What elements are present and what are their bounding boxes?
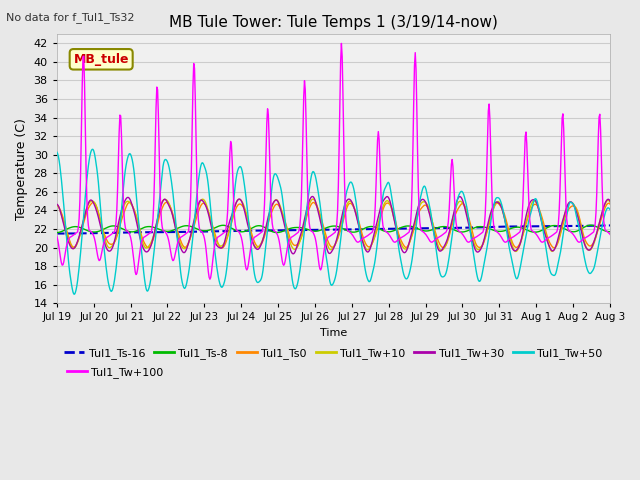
Title: MB Tule Tower: Tule Temps 1 (3/19/14-now): MB Tule Tower: Tule Temps 1 (3/19/14-now… [169,15,498,30]
Y-axis label: Temperature (C): Temperature (C) [15,118,28,219]
Text: No data for f_Tul1_Ts32: No data for f_Tul1_Ts32 [6,12,135,23]
X-axis label: Time: Time [320,328,347,338]
Legend: Tul1_Tw+100: Tul1_Tw+100 [62,363,168,383]
Text: MB_tule: MB_tule [74,53,129,66]
